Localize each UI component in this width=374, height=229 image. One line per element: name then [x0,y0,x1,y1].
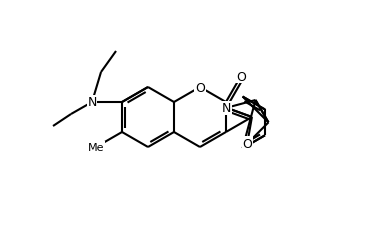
Text: N: N [88,96,97,109]
Text: O: O [195,81,205,94]
Text: O: O [236,70,246,83]
Text: Me: Me [88,142,104,152]
Text: O: O [242,137,252,150]
Text: N: N [222,102,231,115]
